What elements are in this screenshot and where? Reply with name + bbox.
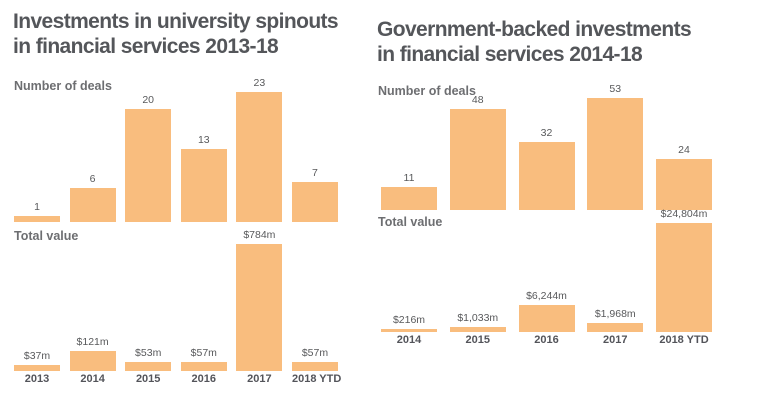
bar (381, 329, 437, 332)
x-axis-label: 2016 (534, 334, 559, 346)
right-deals-section-label: Number of deals (378, 84, 476, 98)
bar-column-2017: 23 (236, 77, 283, 222)
bar-value-label: $24,804m (660, 208, 708, 220)
bar-column-2018-ytd: 7 (291, 167, 338, 222)
bar-column-2016: 32 (518, 127, 575, 210)
x-axis-label: 2018 YTD (659, 334, 709, 346)
bar-value-label: $57m (301, 347, 329, 359)
right-title-line-2: in financial services 2014-18 (377, 43, 643, 66)
left-title-line-1: Investments in university spinouts (13, 10, 339, 33)
bar (587, 323, 644, 332)
x-axis-label: 2015 (465, 334, 490, 346)
bar-value-label: 20 (142, 94, 155, 106)
right-value-bar-chart: $216m $1,033m $6,244m $1,968m $24,804m (381, 205, 712, 332)
bar-value-label: 32 (540, 127, 553, 139)
x-axis-label: 2017 (603, 334, 628, 346)
left-deals-section-label: Number of deals (14, 79, 112, 93)
bar (656, 223, 712, 332)
bar-value-label: 48 (471, 94, 484, 106)
bar (518, 142, 575, 210)
x-axis-label: 2014 (80, 373, 105, 385)
bar-value-label: 6 (89, 173, 96, 185)
right-title-line-1: Government-backed investments (377, 18, 692, 41)
left-value-section-label: Total value (14, 229, 79, 243)
bar (125, 362, 172, 371)
bar-column-2013: $37m (14, 350, 60, 371)
left-title-line-2: in financial services 2013-18 (13, 35, 279, 58)
bar (449, 109, 506, 210)
bar (14, 365, 60, 371)
bar-column-2016: $6,244m (518, 290, 575, 332)
bar-column-2017: $1,968m (587, 308, 644, 332)
bar (69, 188, 116, 222)
bar (291, 362, 338, 371)
bar-column-2018-ytd: $24,804m (656, 208, 712, 332)
bar (449, 327, 506, 332)
bar (381, 187, 437, 210)
x-axis-label: 2015 (135, 373, 161, 385)
left-value-bar-chart: $37m $121m $53m $57m $784m $57m (14, 226, 338, 371)
left-deals-bar-chart: 1 6 20 13 23 7 (14, 74, 338, 222)
right-panel-title: Government-backed investments in financi… (377, 17, 692, 67)
x-axis-label: 2014 (396, 334, 422, 346)
bar-value-label: 23 (253, 77, 266, 89)
bar (236, 92, 283, 222)
bar (180, 149, 227, 222)
bar-column-2014: $121m (69, 336, 116, 371)
bar-column-2017: $784m (236, 229, 283, 371)
bar-value-label: $57m (190, 347, 217, 359)
left-panel-title: Investments in university spinouts in fi… (13, 9, 339, 59)
right-value-section-label: Total value (378, 215, 443, 229)
bar-value-label: $6,244m (526, 290, 567, 302)
x-axis-label: 2018 YTD (291, 373, 342, 385)
bar-column-2014: 11 (381, 172, 437, 210)
bar-value-label: 11 (403, 172, 415, 184)
bar (125, 109, 172, 222)
right-x-axis: 2014 2015 2016 2017 2018 YTD (381, 334, 712, 346)
bar-column-2015: 48 (449, 94, 506, 210)
bar-value-label: 53 (609, 83, 622, 95)
bar-column-2015: 20 (125, 94, 172, 222)
bar-column-2015: $1,033m (449, 312, 506, 332)
bar-column-2016: $57m (180, 347, 227, 371)
x-axis-label: 2017 (247, 373, 272, 385)
bar-value-label: 24 (678, 144, 690, 156)
bar-column-2014: 6 (69, 173, 116, 222)
bar-value-label: $1,033m (457, 312, 499, 324)
bar-value-label: $784m (243, 229, 276, 241)
bar (180, 362, 227, 371)
bar-value-label: $53m (135, 347, 162, 359)
bar-column-2018-ytd: 24 (656, 144, 712, 210)
bar-column-2015: $53m (125, 347, 172, 371)
bar-value-label: 13 (197, 134, 210, 146)
bar-column-2018-ytd: $57m (291, 347, 338, 371)
x-axis-label: 2016 (191, 373, 217, 385)
bar-value-label: 1 (34, 201, 40, 213)
bar-value-label: $37m (23, 350, 51, 362)
bar-value-label: $216m (392, 314, 426, 326)
bar-value-label: $1,968m (594, 308, 636, 320)
right-deals-bar-chart: 11 48 32 53 24 (381, 80, 712, 210)
bar-column-2014: $216m (381, 314, 437, 332)
bar (14, 216, 60, 222)
left-x-axis: 2013 2014 2015 2016 2017 2018 YTD (14, 373, 342, 385)
bar (236, 244, 283, 371)
bar (291, 182, 338, 222)
bar (518, 305, 575, 332)
x-axis-label: 2013 (24, 373, 50, 385)
bar-column-2017: 53 (587, 83, 644, 210)
bar-column-2013: 1 (14, 201, 60, 222)
bar (587, 98, 644, 210)
bar (656, 159, 712, 210)
bar-column-2016: 13 (180, 134, 227, 222)
bar-value-label: 7 (312, 167, 318, 179)
bar (69, 351, 116, 371)
bar-value-label: $121m (76, 336, 109, 348)
